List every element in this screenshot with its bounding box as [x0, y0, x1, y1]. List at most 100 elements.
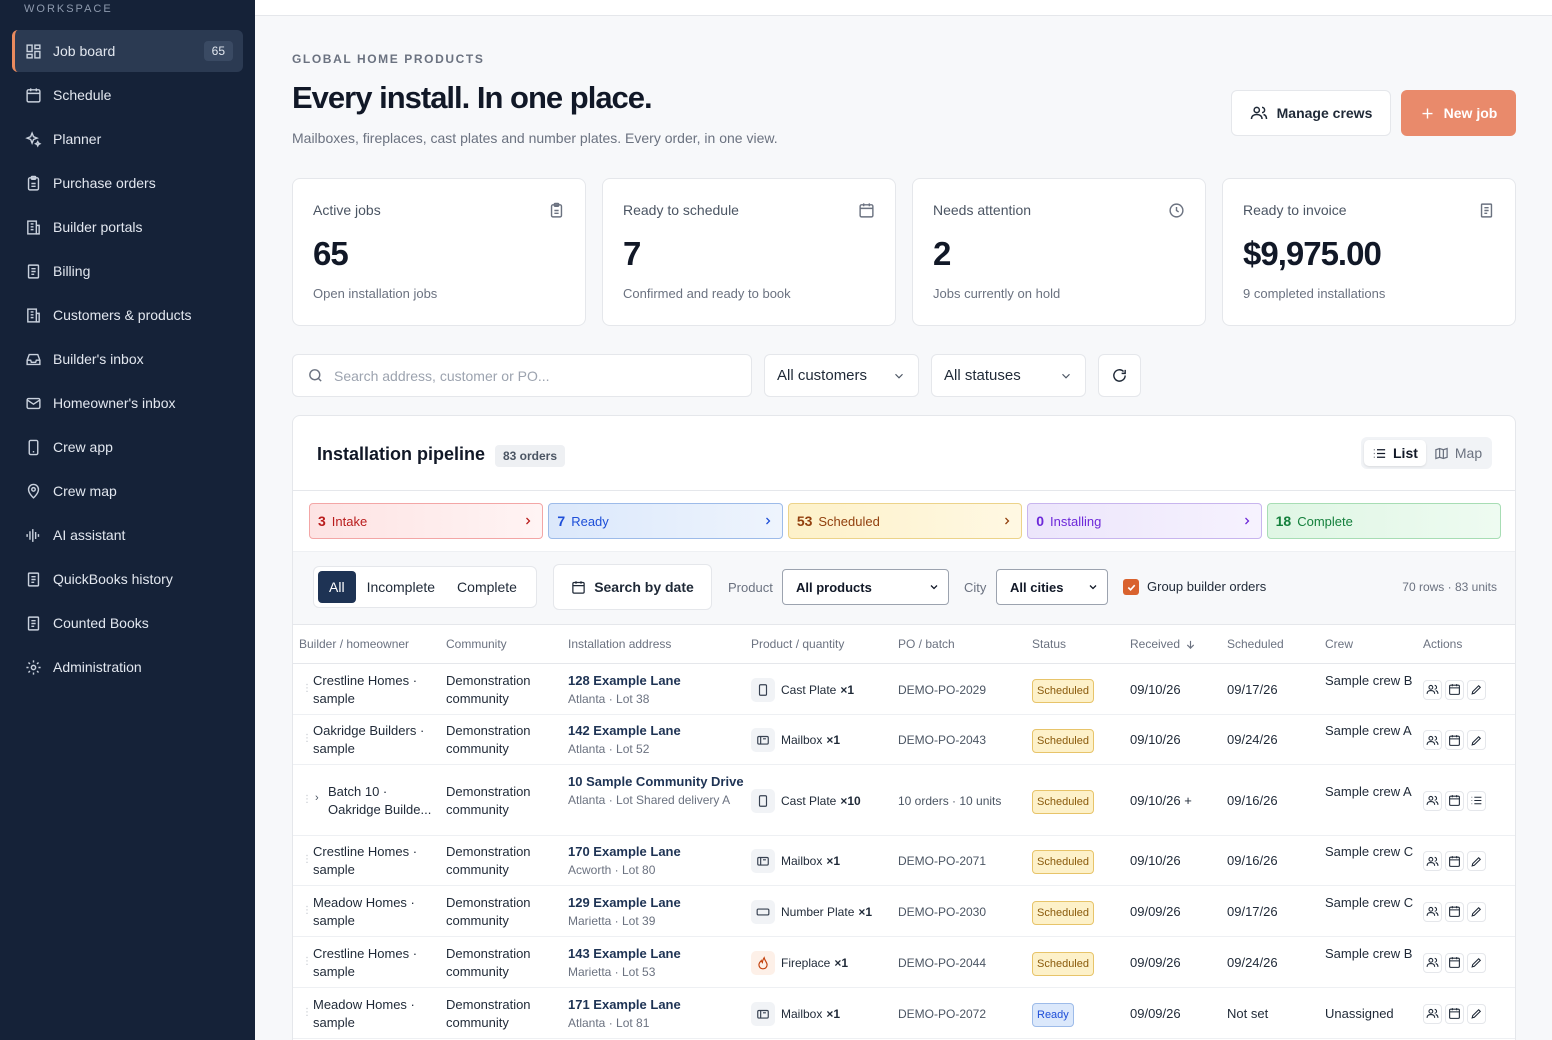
sidebar-item-billing[interactable]: Billing	[12, 250, 243, 292]
table-row[interactable]: ⋮ Meadow Homes · sample Demonstration comm…	[293, 886, 1515, 937]
filter-all[interactable]: All	[318, 571, 356, 603]
status-badge: Scheduled	[1032, 850, 1094, 874]
manage-crews-button[interactable]: Manage crews	[1231, 90, 1391, 136]
installation-address[interactable]: 171 Example Lane Atlanta · Lot 81	[568, 996, 748, 1032]
sidebar-item-quickbooks-history[interactable]: QuickBooks history	[12, 558, 243, 600]
installation-address[interactable]: 128 Example Lane Atlanta · Lot 38	[568, 672, 748, 708]
stage-name: Intake	[331, 513, 368, 529]
edit-button[interactable]	[1467, 730, 1486, 750]
edit-button[interactable]	[1467, 851, 1486, 871]
job-count-badge: 65	[203, 41, 233, 61]
sidebar-item-crew-map[interactable]: Crew map	[12, 470, 243, 512]
drag-handle-icon[interactable]: ⋮	[302, 793, 312, 805]
column-header[interactable]: PO / batch	[898, 637, 955, 651]
drag-handle-icon[interactable]: ⋮	[302, 733, 312, 744]
sidebar-item-counted-books[interactable]: Counted Books	[12, 602, 243, 644]
column-header[interactable]: Status	[1032, 637, 1067, 651]
table-row[interactable]: ⋮ Crestline Homes · sample Demonstration c…	[293, 836, 1515, 886]
table-row[interactable]: ⋮ Meadow Homes · sample Demonstration comm…	[293, 988, 1515, 1039]
stage-count: 0	[1036, 513, 1045, 529]
status-cell: Scheduled	[1032, 789, 1094, 814]
number-plate-icon	[751, 899, 775, 924]
city-select[interactable]: All cities	[996, 569, 1108, 605]
table-row[interactable]: ⋮ Oakridge Builders · sample Demonstration…	[293, 715, 1515, 765]
new-job-button[interactable]: New job	[1401, 90, 1516, 136]
sidebar-item-crew-app[interactable]: Crew app	[12, 426, 243, 468]
batch-details-button[interactable]	[1467, 790, 1486, 811]
stage-scheduled[interactable]: 53 Scheduled	[787, 503, 1023, 539]
assign-crew-button[interactable]	[1423, 679, 1442, 700]
column-header-received[interactable]: Received	[1130, 637, 1196, 651]
chevron-right-icon	[762, 515, 774, 527]
schedule-button[interactable]	[1445, 730, 1464, 750]
map-view-tab[interactable]: Map	[1426, 440, 1490, 466]
edit-button[interactable]	[1467, 901, 1486, 922]
search-input[interactable]	[334, 367, 724, 384]
stage-complete[interactable]: 18 Complete	[1266, 503, 1502, 539]
filter-incomplete[interactable]: Incomplete	[366, 579, 436, 595]
search-by-date-button[interactable]: Search by date	[553, 564, 712, 610]
schedule-button[interactable]	[1445, 901, 1464, 922]
sidebar-item-label: Billing	[53, 263, 91, 279]
column-header[interactable]: Community	[446, 637, 507, 651]
column-header[interactable]: Installation address	[568, 637, 672, 651]
sidebar-item-job-board[interactable]: Job board 65	[12, 30, 243, 72]
group-builder-orders-checkbox[interactable]	[1123, 579, 1139, 595]
assign-crew-button[interactable]	[1423, 952, 1442, 973]
sidebar-item-builder-portals[interactable]: Builder portals	[12, 206, 243, 248]
schedule-button[interactable]	[1445, 1003, 1464, 1024]
list-view-tab[interactable]: List	[1364, 440, 1426, 466]
column-header[interactable]: Builder / homeowner	[299, 637, 410, 651]
sidebar-item-administration[interactable]: Administration	[12, 646, 243, 688]
table-row[interactable]: ⋮ › Batch 10 · Oakridge Builde... Demonstra…	[293, 765, 1515, 836]
product-select[interactable]: All products	[782, 569, 949, 605]
column-header[interactable]: Scheduled	[1227, 637, 1284, 651]
installation-address[interactable]: 10 Sample Community Drive Atlanta · Lot S…	[568, 773, 748, 809]
column-header[interactable]: Crew	[1325, 637, 1354, 651]
drag-handle-icon[interactable]: ⋮	[302, 1006, 312, 1018]
installation-address[interactable]: 129 Example Lane Marietta · Lot 39	[568, 894, 748, 930]
table-row[interactable]: ⋮ Crestline Homes · sample Demonstration c…	[293, 664, 1515, 715]
drag-handle-icon[interactable]: ⋮	[302, 854, 312, 865]
sidebar-item-homeowners-inbox[interactable]: Homeowner's inbox	[12, 382, 243, 424]
drag-handle-icon[interactable]: ⋮	[302, 955, 312, 967]
stage-ready[interactable]: 7 Ready	[548, 503, 783, 539]
sidebar-item-ai-assistant[interactable]: AI assistant	[12, 514, 243, 556]
installation-address[interactable]: 170 Example Lane Acworth · Lot 80	[568, 843, 748, 879]
check-icon	[1126, 582, 1137, 593]
table-row[interactable]: ⋮ Crestline Homes · sample Demonstration c…	[293, 937, 1515, 988]
sidebar-item-planner[interactable]: Planner	[12, 118, 243, 160]
sidebar-item-schedule[interactable]: Schedule	[12, 74, 243, 116]
stage-intake[interactable]: 3 Intake	[309, 503, 544, 539]
edit-button[interactable]	[1467, 952, 1486, 973]
expand-chevron-icon[interactable]: ›	[315, 791, 319, 804]
customers-dropdown[interactable]: All customers	[764, 354, 919, 397]
filter-complete[interactable]: Complete	[457, 579, 517, 595]
status-cell: Scheduled	[1032, 951, 1094, 976]
installation-address[interactable]: 142 Example Lane Atlanta · Lot 52	[568, 722, 748, 758]
sidebar-item-purchase-orders[interactable]: Purchase orders	[12, 162, 243, 204]
schedule-button[interactable]	[1445, 679, 1464, 700]
edit-button[interactable]	[1467, 679, 1486, 700]
edit-button[interactable]	[1467, 1003, 1486, 1024]
assign-crew-button[interactable]	[1423, 901, 1442, 922]
page-title: Every install. In one place.	[292, 80, 653, 115]
assign-crew-button[interactable]	[1423, 1003, 1442, 1024]
schedule-button[interactable]	[1445, 952, 1464, 973]
users-icon	[1426, 1007, 1439, 1020]
sidebar-item-customers-products[interactable]: Customers & products	[12, 294, 243, 336]
sidebar-item-builders-inbox[interactable]: Builder's inbox	[12, 338, 243, 380]
stage-installing[interactable]: 0 Installing	[1027, 503, 1262, 539]
drag-handle-icon[interactable]: ⋮	[302, 904, 312, 916]
column-header[interactable]: Product / quantity	[751, 637, 845, 651]
receipt-icon	[24, 614, 42, 632]
schedule-button[interactable]	[1445, 790, 1464, 811]
schedule-button[interactable]	[1445, 851, 1464, 871]
refresh-button[interactable]	[1098, 354, 1141, 397]
assign-crew-button[interactable]	[1423, 730, 1442, 750]
assign-crew-button[interactable]	[1423, 851, 1442, 871]
drag-handle-icon[interactable]: ⋮	[302, 682, 312, 694]
assign-crew-button[interactable]	[1423, 790, 1442, 811]
installation-address[interactable]: 143 Example Lane Marietta · Lot 53	[568, 945, 748, 981]
statuses-dropdown[interactable]: All statuses	[931, 354, 1086, 397]
